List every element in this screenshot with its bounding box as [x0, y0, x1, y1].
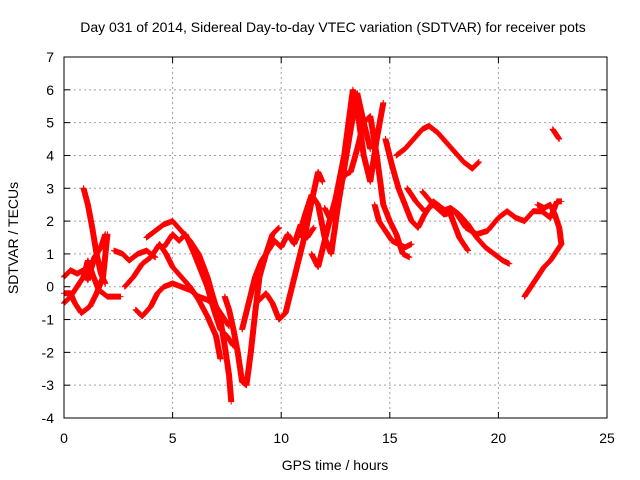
series-track-g — [121, 241, 224, 362]
x-tick-label: 25 — [599, 430, 615, 446]
series-track-r — [393, 122, 482, 172]
x-tick-label: 5 — [169, 430, 177, 446]
series-track-t — [419, 188, 565, 238]
plus-markers — [393, 122, 482, 172]
y-tick-label: 6 — [46, 82, 54, 98]
y-tick-label: 3 — [46, 180, 54, 196]
x-axis-label: GPS time / hours — [282, 457, 389, 473]
plus-markers — [549, 126, 563, 142]
series-track-d — [80, 185, 109, 287]
series-track-i — [160, 231, 237, 349]
plus-markers — [308, 113, 413, 270]
series-track-u — [521, 201, 565, 300]
plus-markers — [419, 188, 565, 238]
series-track-p — [371, 201, 415, 251]
plus-markers — [80, 185, 109, 287]
y-tick-label: -2 — [42, 344, 55, 360]
series-track-o — [308, 113, 413, 270]
x-tick-label: 10 — [273, 430, 289, 446]
series-track-v — [549, 126, 563, 142]
axis-ticks: 0 5 10 15 20 25 -4 -3 -2 -1 0 1 2 3 4 5 6 7 — [42, 49, 615, 446]
x-tick-label: 15 — [382, 430, 398, 446]
y-tick-label: -4 — [42, 410, 55, 426]
y-tick-label: 4 — [46, 147, 54, 163]
plus-markers — [371, 201, 415, 251]
plus-markers — [121, 241, 224, 362]
y-tick-label: 2 — [46, 213, 54, 229]
y-tick-label: 1 — [46, 246, 54, 262]
y-tick-label: -3 — [42, 377, 55, 393]
y-tick-label: 5 — [46, 115, 54, 131]
plus-markers — [160, 231, 237, 349]
plus-markers — [521, 201, 565, 300]
y-tick-label: -1 — [42, 312, 55, 328]
y-axis-label: SDTVAR / TECUs — [5, 182, 21, 294]
y-tick-label: 7 — [46, 49, 54, 65]
y-tick-label: 0 — [46, 279, 54, 295]
plot-frame — [63, 56, 608, 419]
chart-title: Day 031 of 2014, Sidereal Day-to-day VTE… — [80, 19, 586, 35]
x-tick-label: 20 — [491, 430, 507, 446]
x-tick-label: 0 — [60, 430, 68, 446]
